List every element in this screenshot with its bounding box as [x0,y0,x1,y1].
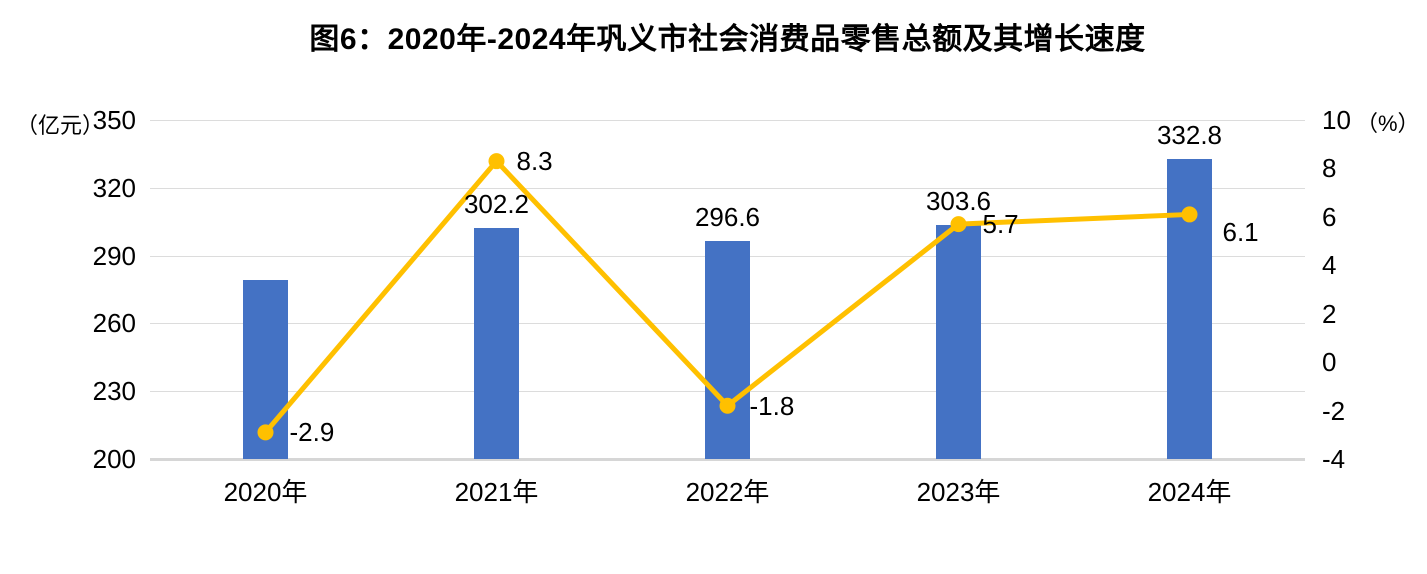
right-axis-tick--2: -2 [1322,395,1346,426]
line-value-label-2024: 6.1 [1222,217,1259,248]
bar-value-label-2021: 302.2 [463,189,530,220]
left-axis-tick-230: 230 [92,376,136,407]
x-axis-label-2022: 2022年 [685,477,770,507]
left-axis-tick-260: 260 [92,308,136,339]
plot-area [150,120,1305,461]
right-axis-tick-2: 2 [1322,298,1337,329]
chart-title: 图6：2020年-2024年巩义市社会消费品零售总额及其增长速度 [309,23,1146,56]
x-axis-label-2024: 2024年 [1147,477,1232,507]
line-marker-2022 [719,397,736,414]
bar-value-label-2024: 332.8 [1156,119,1223,150]
x-axis-line [150,458,1305,461]
right-axis-tick-0: 0 [1322,347,1337,378]
right-axis-tick-6: 6 [1322,201,1337,232]
left-axis-tick-200: 200 [92,444,136,474]
x-axis-label-2021: 2021年 [454,477,539,507]
x-axis-label-2023: 2023年 [916,477,1001,507]
line-value-label-2020: -2.9 [289,417,335,448]
retail-bar-2023 [936,224,981,459]
line-value-label-2021: 8.3 [516,146,553,177]
line-marker-2023 [950,216,967,233]
retail-bar-2021 [474,228,519,459]
line-value-label-2022: -1.8 [749,390,795,421]
line-marker-2020 [257,424,274,441]
right-axis-tick-10: 10 [1322,105,1351,135]
retail-bar-2022 [705,240,750,459]
right-axis-unit-label: （%） [1356,111,1420,136]
gridline-320 [150,187,1305,189]
x-axis-label-2020: 2020年 [223,477,308,507]
line-marker-2024 [1181,206,1198,223]
growth-line-layer [257,153,1198,441]
bar-value-label-2023: 303.6 [925,185,992,216]
line-marker-2021 [488,153,505,170]
right-axis-tick-4: 4 [1322,250,1337,281]
right-axis-tick--4: -4 [1322,444,1346,474]
left-axis-tick-350: 350 [92,105,136,135]
line-value-label-2023: 5.7 [982,209,1019,240]
gridline-350 [150,120,1305,121]
left-axis-tick-290: 290 [92,240,136,271]
right-axis-tick-8: 8 [1322,153,1337,184]
left-axis-unit-label: （亿元） [16,113,105,138]
bar-value-label-2022: 296.6 [694,201,761,232]
left-axis-tick-320: 320 [92,172,136,203]
